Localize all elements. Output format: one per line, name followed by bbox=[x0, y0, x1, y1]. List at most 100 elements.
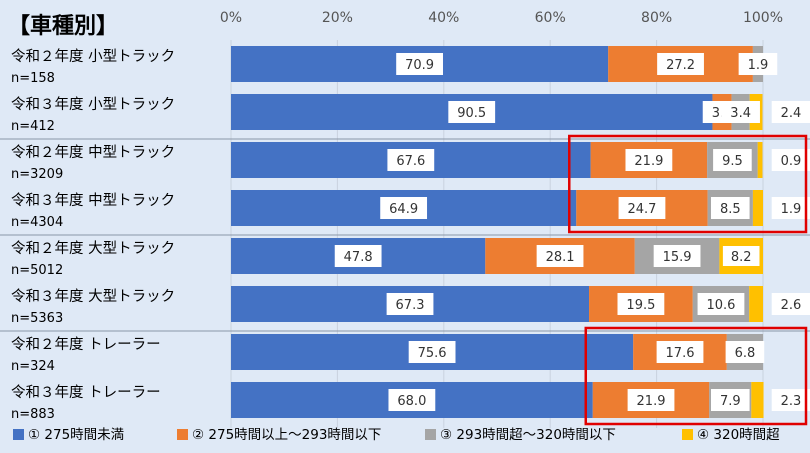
data-label-box bbox=[334, 245, 382, 267]
data-label-box bbox=[618, 197, 666, 219]
bar-segment bbox=[749, 286, 763, 322]
data-label: 8.2 bbox=[731, 250, 752, 265]
data-label: 27.2 bbox=[666, 58, 695, 73]
data-label: 19.5 bbox=[626, 298, 655, 313]
category-labels: 令和２年度 小型トラック n=158 令和３年度 小型トラック n=412 令和２年度 … bbox=[11, 48, 175, 422]
data-label-box bbox=[627, 389, 675, 411]
data-label-box bbox=[617, 293, 665, 315]
x-tick-label: 60% bbox=[535, 10, 566, 26]
category-n-label: n=324 bbox=[11, 359, 55, 374]
x-axis-ticks: 0% 20% 40% 60% 80% 100% bbox=[220, 10, 783, 26]
data-label: 47.8 bbox=[344, 250, 373, 265]
data-labels: 70.927.21.990.53.63.42.467.621.99.50.964… bbox=[334, 53, 810, 411]
data-label-box bbox=[710, 197, 750, 219]
category-label: 令和２年度 中型トラック bbox=[11, 144, 175, 161]
category-label: 令和３年度 中型トラック bbox=[11, 192, 175, 209]
category-n-label: n=5012 bbox=[11, 263, 63, 278]
data-label-box bbox=[771, 389, 810, 411]
data-label-box bbox=[387, 149, 435, 171]
highlight-boxes bbox=[568, 134, 808, 426]
data-label: 28.1 bbox=[546, 250, 575, 265]
data-label-box bbox=[386, 293, 434, 315]
data-label-box bbox=[653, 245, 701, 267]
data-label: 2.4 bbox=[781, 106, 802, 121]
data-label-box bbox=[396, 53, 443, 75]
legend-label: ② 275時間以上～293時間以下 bbox=[192, 427, 381, 443]
data-label-box bbox=[720, 244, 762, 268]
x-tick-label: 40% bbox=[428, 10, 459, 26]
data-label-box bbox=[448, 101, 496, 123]
legend-swatch bbox=[13, 429, 24, 440]
data-label-box bbox=[657, 53, 704, 75]
category-n-label: n=5363 bbox=[11, 311, 63, 326]
data-label-box bbox=[721, 101, 760, 123]
data-label: 21.9 bbox=[637, 394, 666, 409]
data-label: 67.6 bbox=[396, 154, 425, 169]
category-label: 令和３年度 小型トラック bbox=[11, 96, 175, 113]
legend-swatch bbox=[682, 429, 693, 440]
x-tick-label: 0% bbox=[220, 10, 242, 26]
legend: ① 275時間未満 ② 275時間以上～293時間以下 ③ 293時間超～320時間… bbox=[13, 427, 780, 443]
data-label: 15.9 bbox=[663, 250, 692, 265]
data-label: 10.6 bbox=[706, 298, 735, 313]
data-label: 3.4 bbox=[730, 106, 751, 121]
bar-segment bbox=[751, 382, 764, 418]
category-n-label: n=4304 bbox=[11, 215, 63, 230]
data-label: 8.5 bbox=[720, 202, 741, 217]
data-label: 68.0 bbox=[397, 394, 426, 409]
data-label-box bbox=[771, 149, 810, 171]
data-label-box bbox=[710, 389, 750, 411]
data-label-box bbox=[713, 149, 752, 171]
category-label: 令和２年度 小型トラック bbox=[11, 48, 175, 65]
data-label: 2.3 bbox=[781, 394, 802, 409]
data-label: 1.9 bbox=[781, 202, 802, 217]
category-n-label: n=883 bbox=[11, 407, 55, 422]
data-label-box bbox=[771, 197, 810, 219]
group-separators bbox=[0, 138, 810, 332]
highlight-box bbox=[584, 326, 808, 426]
data-label: 0.9 bbox=[781, 154, 802, 169]
legend-swatch bbox=[177, 429, 188, 440]
data-label: 17.6 bbox=[666, 346, 695, 361]
data-label: 67.3 bbox=[396, 298, 425, 313]
data-label-box bbox=[408, 341, 456, 363]
category-n-label: n=412 bbox=[11, 119, 55, 134]
data-label: 64.9 bbox=[389, 202, 418, 217]
category-label: 令和３年度 トレーラー bbox=[11, 384, 161, 401]
data-label: 75.6 bbox=[418, 346, 447, 361]
data-label-box bbox=[725, 341, 765, 363]
bar-segment bbox=[752, 190, 763, 226]
x-tick-label: 100% bbox=[743, 10, 783, 26]
data-label-box bbox=[656, 341, 704, 363]
data-label-box bbox=[771, 101, 810, 123]
category-label: 令和２年度 トレーラー bbox=[11, 336, 161, 353]
data-label: 1.9 bbox=[748, 58, 769, 73]
x-tick-label: 80% bbox=[641, 10, 672, 26]
data-label-box bbox=[380, 197, 428, 219]
chart-title: 【車種別】 bbox=[8, 14, 118, 39]
category-label: 令和２年度 大型トラック bbox=[11, 240, 175, 257]
bar-segment bbox=[757, 142, 763, 178]
legend-swatch bbox=[425, 429, 436, 440]
data-label-box bbox=[536, 245, 584, 267]
category-n-label: n=3209 bbox=[11, 167, 63, 182]
category-n-label: n=158 bbox=[11, 71, 55, 86]
data-label: 2.6 bbox=[781, 298, 802, 313]
data-label: 21.9 bbox=[634, 154, 663, 169]
data-label-box bbox=[697, 293, 745, 315]
data-label-box bbox=[738, 53, 778, 75]
data-label-box bbox=[771, 293, 810, 315]
legend-label: ③ 293時間超～320時間以下 bbox=[440, 427, 616, 443]
data-label: 70.9 bbox=[405, 58, 434, 73]
x-tick-label: 20% bbox=[322, 10, 353, 26]
data-label-box bbox=[388, 389, 436, 411]
category-label: 令和３年度 大型トラック bbox=[11, 288, 175, 305]
data-label-box bbox=[625, 149, 673, 171]
data-label: 9.5 bbox=[722, 154, 743, 169]
data-label: 6.8 bbox=[735, 346, 756, 361]
data-label: 90.5 bbox=[457, 106, 486, 121]
legend-label: ④ 320時間超 bbox=[697, 427, 780, 443]
data-label: 24.7 bbox=[627, 202, 656, 217]
highlight-box bbox=[568, 134, 808, 234]
